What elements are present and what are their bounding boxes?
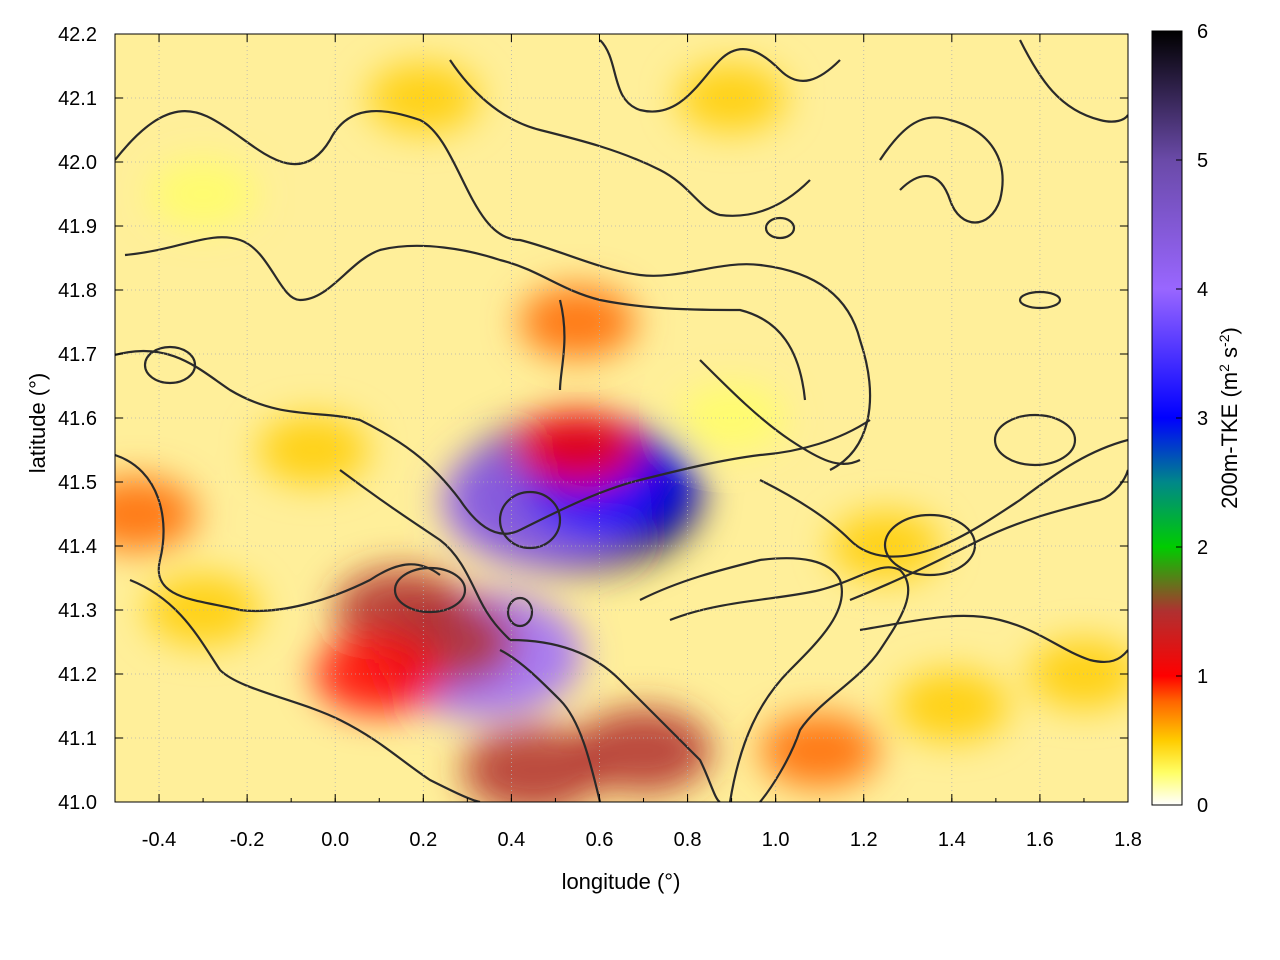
x-tick-label: 0.6 [586,829,614,851]
contour-line [124,236,807,401]
y-tick-label: 41.2 [58,664,97,686]
y-tick-label: 42.1 [58,88,97,110]
contour-loop [883,513,977,577]
contour-loop [993,413,1077,467]
contour-line [115,349,871,535]
x-tick-label: 0.2 [409,829,437,851]
y-tick-label: 41.7 [58,344,97,366]
tke-hotspot [115,476,197,552]
y-axis: 41.0 41.1 41.2 41.3 41.4 41.5 41.6 41.7 41.8 41.9… [58,24,1128,814]
colorbar-title-mid: s [1217,347,1242,364]
y-tick-label: 41.3 [58,600,97,622]
contour-line [339,469,511,641]
colorbar-title-sup2: -2 [1216,334,1232,347]
y-tick-label: 41.9 [58,216,97,238]
x-tick-label: 1.8 [1114,829,1142,851]
x-tick-label: 0.4 [497,829,525,851]
tke-hotspot [575,708,713,794]
colorbar-tick-label: 6 [1197,21,1208,43]
x-tick-label: -0.4 [142,829,176,851]
colorbar-tick-label: 4 [1197,279,1208,301]
x-tick-label: 1.2 [850,829,878,851]
x-tick-label: -0.2 [230,829,264,851]
contour-line [558,299,566,391]
colorbar-title-suffix: ) [1217,327,1242,334]
x-tick-label: 0.8 [674,829,702,851]
colorbar-title-prefix: 200m-TKE (m [1217,372,1242,509]
x-axis-title: longitude (°) [562,869,681,894]
contour-line [639,557,843,802]
y-tick-label: 42.2 [58,24,97,46]
tke-hotspot [149,160,257,228]
colorbar-ticks: 0 1 2 3 4 5 6 [1176,21,1208,817]
contour-line [759,438,1128,558]
contour-line [115,109,872,471]
y-tick-label: 41.0 [58,792,97,814]
x-tick-label: 0.0 [321,829,349,851]
contour-loop [143,345,197,385]
contour-line [449,59,811,217]
y-tick-label: 41.6 [58,408,97,430]
tke-hotspot [334,568,469,652]
contour-line [499,649,602,802]
colorbar-tick-label: 0 [1197,795,1208,817]
contour-loop [498,490,562,550]
contour-line [669,566,910,802]
tke-hotspot [519,285,636,359]
contour-line [699,359,861,465]
colorbar-tick-label: 5 [1197,150,1208,172]
contour-loop [764,216,796,240]
contour-line [879,116,1004,224]
contour-loop [1018,290,1062,310]
x-tick-label: 1.0 [762,829,790,851]
contour-loop [506,596,534,628]
colorbar-title-sup1: 2 [1216,364,1232,372]
grid-lines [115,34,1128,802]
tke-hotspot [515,411,640,489]
tke-hotspot [462,725,605,802]
colorbar-tick-label: 2 [1197,537,1208,559]
y-tick-label: 41.4 [58,536,97,558]
plot-area [115,34,1128,802]
y-tick-label: 41.1 [58,728,97,750]
contour-line [599,39,841,113]
tke-hotspot [257,415,369,485]
tke-hotspot [760,713,880,788]
contour-line [859,614,1128,664]
x-tick-label: 1.4 [938,829,966,851]
y-tick-label: 42.0 [58,152,97,174]
x-axis: -0.4 -0.2 0.0 0.2 0.4 0.6 0.8 1.0 1.2 1.4 1.6 1.8 [114,34,1142,851]
contour-loop [393,566,467,614]
colorbar-tick-label: 3 [1197,408,1208,430]
contour-line [1019,39,1128,123]
terrain-contours [115,39,1128,802]
tke-hotspot [1028,639,1128,709]
colorbar-tick-label: 1 [1197,666,1208,688]
y-axis-title: latitude (°) [25,373,50,474]
y-tick-label: 41.5 [58,472,97,494]
heat-layer [115,63,1128,802]
contour-line [129,578,481,802]
contour-line [509,638,721,802]
x-tick-label: 1.6 [1026,829,1054,851]
y-tick-label: 41.8 [58,280,97,302]
colorbar-title: 200m-TKE (m2 s-2) [1216,327,1242,509]
